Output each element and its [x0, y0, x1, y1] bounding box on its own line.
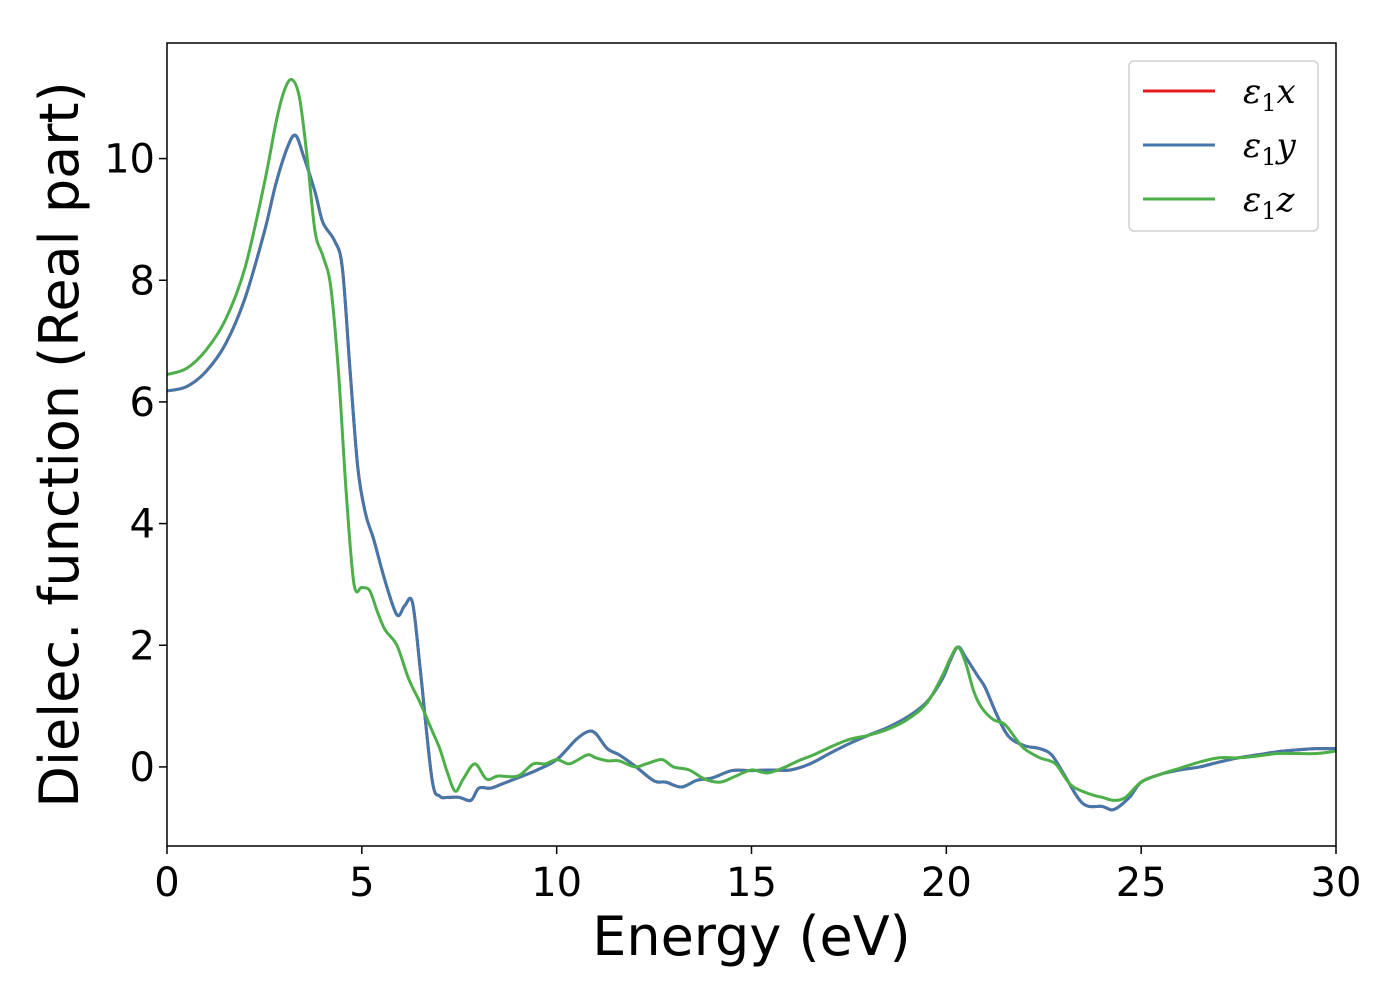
y-tick-label: 2: [130, 623, 155, 669]
y-tick-label: 8: [130, 258, 155, 304]
legend: ε1x ε1y ε1z: [1128, 60, 1319, 232]
x-axis-title: Energy (eV): [592, 905, 911, 968]
x-tick-label: 25: [1116, 860, 1167, 906]
y-tick-label: 4: [130, 502, 155, 548]
x-tick-label: 0: [154, 860, 179, 906]
x-tick-label: 30: [1311, 860, 1362, 906]
y-tick-label: 0: [130, 745, 155, 791]
x-tick-label: 10: [531, 860, 582, 906]
series-line-x: [167, 133, 1336, 812]
legend-label: ε1x: [1243, 72, 1296, 117]
x-axis: 0 5 10 15 20 25 30: [154, 846, 1361, 906]
series-line-y: [167, 133, 1336, 812]
x-tick-label: 5: [349, 860, 374, 906]
y-axis-title: Dielec. function (Real part): [28, 81, 91, 807]
legend-box: [1128, 60, 1319, 232]
legend-label: ε1z: [1243, 180, 1296, 225]
x-tick-label: 15: [726, 860, 777, 906]
series-layer: [167, 77, 1336, 812]
legend-label: ε1y: [1243, 126, 1297, 171]
series-line-z: [167, 77, 1336, 802]
x-tick-label: 20: [921, 860, 972, 906]
y-tick-label: 10: [104, 137, 155, 183]
y-axis: 0 2 4 6 8 10: [104, 137, 167, 791]
y-tick-label: 6: [130, 380, 155, 426]
